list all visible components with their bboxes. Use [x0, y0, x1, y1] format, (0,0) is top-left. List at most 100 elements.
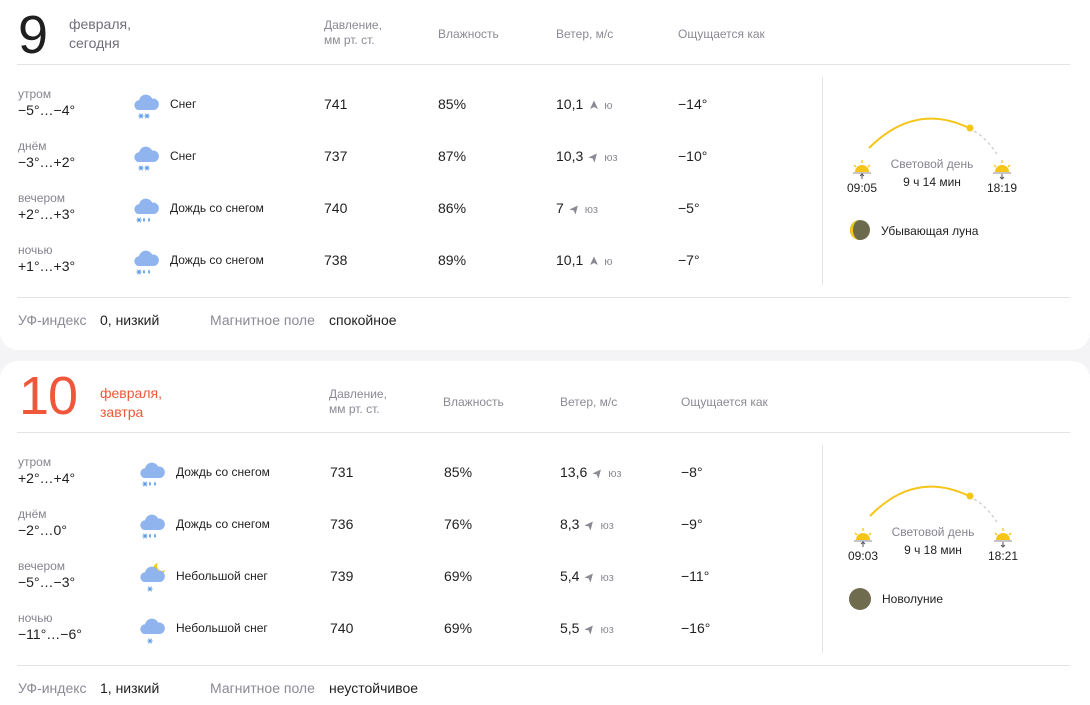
- part-feels-like: −5°: [678, 200, 700, 216]
- wind-direction: ю: [604, 100, 613, 112]
- magnetic-field-label: Магнитное поле: [210, 312, 315, 328]
- part-name: вечером: [18, 559, 66, 573]
- sunset-time: 18:21: [988, 549, 1019, 563]
- part-name: днём: [18, 139, 47, 153]
- day-number: 10: [19, 366, 78, 426]
- wind-direction-arrow-icon: [590, 256, 599, 265]
- part-wind: 8,3 юз: [560, 515, 614, 535]
- part-humidity: 69%: [444, 568, 473, 584]
- part-feels-like: −8°: [681, 464, 703, 480]
- part-feels-like: −14°: [678, 96, 708, 112]
- column-header-pressure: Давление, мм рт. ст.: [324, 18, 382, 47]
- column-header-humidity: Влажность: [443, 395, 504, 409]
- day-part-row: утром +2°…+4° Дождь со снегом 731 85% 13,6 юз −…: [0, 455, 820, 507]
- wind-speed: 10,1: [556, 252, 584, 268]
- snow-cloud-icon: [129, 87, 163, 121]
- part-temperature: +1°…+3°: [18, 258, 76, 274]
- part-condition: Дождь со снегом: [176, 517, 270, 531]
- column-header-wind: Ветер, м/с: [560, 395, 618, 409]
- part-pressure: 737: [324, 148, 348, 164]
- part-temperature: −11°…−6°: [18, 626, 82, 642]
- magnetic-field-label: Магнитное поле: [210, 680, 315, 696]
- sleet-cloud-icon: [129, 191, 163, 225]
- part-name: утром: [18, 87, 52, 101]
- part-temperature: −2°…0°: [18, 522, 67, 538]
- new-moon-icon: [849, 588, 871, 610]
- day-month: февраля,: [69, 16, 131, 32]
- footer-divider: [17, 297, 1070, 298]
- sleet-cloud-icon: [135, 507, 169, 541]
- wind-direction: юз: [608, 468, 622, 480]
- sunrise-time: 09:05: [847, 181, 878, 195]
- part-wind: 5,5 юз: [560, 619, 614, 639]
- part-pressure: 731: [330, 464, 354, 480]
- part-wind: 10,1 ю: [556, 95, 613, 115]
- wind-speed: 8,3: [560, 516, 580, 532]
- part-temperature: +2°…+4°: [18, 470, 76, 486]
- daylight-label: Световой день: [891, 525, 975, 539]
- part-feels-like: −11°: [681, 568, 710, 584]
- sun-arc-rest: [968, 495, 998, 523]
- part-humidity: 69%: [444, 620, 473, 636]
- moon-phase-label: Убывающая луна: [881, 224, 979, 238]
- day-relative: сегодня: [69, 35, 120, 51]
- part-temperature: −3°…+2°: [18, 154, 76, 170]
- uv-index-value: 1, низкий: [100, 680, 160, 696]
- day-part-row: днём −2°…0° Дождь со снегом 736 76% 8,3 юз −9°: [0, 507, 820, 559]
- day-date: февраля, сегодня: [69, 15, 131, 53]
- part-name: ночью: [18, 611, 53, 625]
- wind-speed: 10,3: [556, 148, 584, 164]
- snow-cloud-icon: [129, 139, 163, 173]
- uv-index-label: УФ-индекс: [18, 680, 87, 696]
- wind-direction-arrow-icon: [584, 521, 594, 531]
- wind-direction-arrow-icon: [592, 469, 602, 479]
- wind-speed: 10,1: [556, 96, 584, 112]
- day-part-row: ночью +1°…+3° Дождь со снегом 738 89% 10,1 ю −7…: [0, 243, 820, 295]
- magnetic-field-value: спокойное: [329, 312, 397, 328]
- sunset-icon: [993, 160, 1011, 180]
- waning-moon-icon: [850, 220, 870, 240]
- wind-direction: юз: [600, 520, 614, 532]
- part-temperature: +2°…+3°: [18, 206, 76, 222]
- part-humidity: 85%: [438, 96, 467, 112]
- daylight-label: Световой день: [890, 157, 974, 171]
- wind-speed: 5,5: [560, 620, 580, 636]
- part-wind: 13,6 юз: [560, 463, 622, 483]
- part-pressure: 740: [330, 620, 354, 636]
- part-temperature: −5°…−4°: [18, 102, 76, 118]
- light-snow-moon-cloud-icon: [135, 559, 169, 593]
- part-feels-like: −16°: [681, 620, 711, 636]
- sun-position-dot: [966, 492, 974, 500]
- column-header-humidity: Влажность: [438, 27, 499, 41]
- wind-speed: 13,6: [560, 464, 588, 480]
- sun-panel-divider: [822, 445, 823, 653]
- part-wind: 10,1 ю: [556, 251, 613, 271]
- wind-direction-arrow-icon: [584, 573, 594, 583]
- part-wind: 5,4 юз: [560, 567, 614, 587]
- part-humidity: 85%: [444, 464, 473, 480]
- wind-direction-arrow-icon: [569, 205, 578, 215]
- uv-index-label: УФ-индекс: [18, 312, 87, 328]
- part-wind: 10,3 юз: [556, 147, 618, 167]
- day-part-row: днём −3°…+2° Снег 737 87% 10,3 юз −10°: [0, 139, 820, 191]
- day-part-row: вечером +2°…+3° Дождь со снегом 740 86% 7 юз −5…: [0, 191, 820, 243]
- part-humidity: 89%: [438, 252, 467, 268]
- wind-direction: юз: [600, 624, 614, 636]
- sunset-icon: [994, 528, 1012, 548]
- part-humidity: 87%: [438, 148, 467, 164]
- column-header-pressure: Давление, мм рт. ст.: [329, 387, 387, 416]
- day-part-row: утром −5°…−4° Снег 741 85% 10,1 ю −14°: [0, 87, 820, 139]
- wind-direction: ю: [604, 256, 613, 268]
- footer-divider: [17, 665, 1070, 666]
- part-pressure: 741: [324, 96, 348, 112]
- part-name: днём: [18, 507, 47, 521]
- day-date: февраля, завтра: [100, 384, 162, 422]
- sun-arc-rest: [968, 127, 998, 155]
- header-divider: [17, 432, 1070, 433]
- wind-direction-arrow-icon: [584, 625, 594, 635]
- part-condition: Дождь со снегом: [176, 465, 270, 479]
- part-condition: Дождь со снегом: [170, 201, 264, 215]
- sleet-cloud-icon: [135, 455, 169, 489]
- wind-direction-arrow-icon: [590, 100, 599, 109]
- sunset-time: 18:19: [987, 181, 1018, 195]
